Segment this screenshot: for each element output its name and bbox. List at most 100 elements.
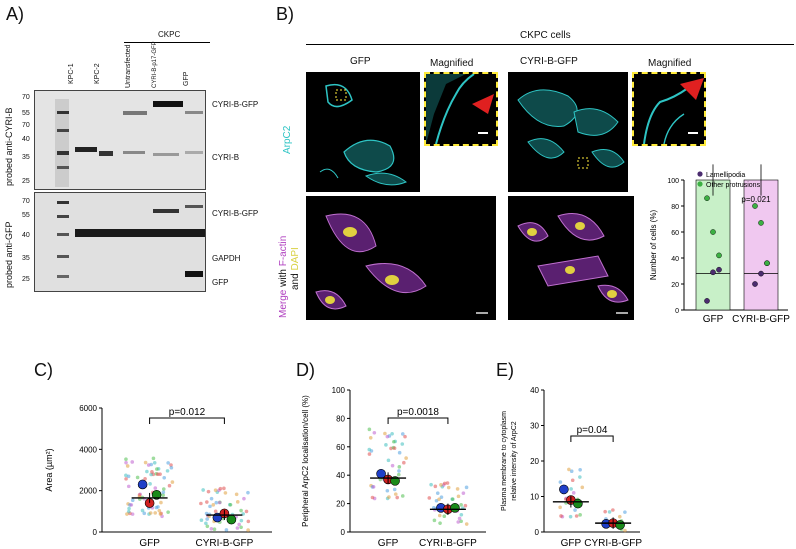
chartC-cell-point bbox=[223, 491, 228, 495]
panel-label-b: B) bbox=[276, 4, 294, 24]
chartC-cell-point bbox=[199, 518, 204, 522]
chartE-cell-point bbox=[573, 508, 577, 512]
chartC-cell-point bbox=[143, 476, 147, 481]
chartE-cell-point bbox=[567, 467, 571, 472]
chartD-cell-point bbox=[456, 494, 461, 499]
micro-gfp-merge bbox=[306, 196, 496, 320]
panel-label-a: A) bbox=[6, 4, 24, 24]
chartC-cell-point bbox=[150, 470, 154, 474]
chartC-cell-point bbox=[127, 506, 131, 511]
chartD-cell-point bbox=[437, 513, 442, 518]
chartE-ytick-label: 30 bbox=[530, 422, 539, 431]
chartE-cell-point bbox=[570, 478, 575, 483]
blot-bottom-bands bbox=[57, 201, 205, 278]
micro-col-magnified-1: Magnified bbox=[430, 58, 474, 69]
marker-bottom-40: 40 bbox=[22, 232, 30, 239]
chartD-cell-point bbox=[386, 458, 391, 463]
chartD-cell-point bbox=[464, 522, 469, 526]
chartE-cell-point bbox=[578, 467, 582, 472]
chartC-cell-point bbox=[153, 486, 158, 490]
micro-gfp-arpc2 bbox=[306, 72, 420, 192]
with-word: with bbox=[278, 269, 289, 287]
chart-b-point bbox=[710, 229, 716, 235]
marker-bottom-70: 70 bbox=[22, 198, 30, 205]
band-label-top-cyrib: CYRI-B bbox=[212, 153, 240, 162]
chartD-cell-point bbox=[463, 503, 468, 508]
chartC-cell-point bbox=[213, 488, 218, 492]
chartC-cell-point bbox=[224, 528, 229, 532]
micro-magnified-cyri-edge bbox=[643, 78, 704, 145]
chartD-cell-point bbox=[368, 436, 373, 440]
chartC-cell-point bbox=[125, 464, 130, 468]
chartE-replicate-mean bbox=[615, 520, 625, 530]
marker-top-25: 25 bbox=[22, 178, 30, 185]
chartE-cell-point bbox=[559, 514, 563, 518]
chartD-cell-point bbox=[384, 443, 388, 447]
factin-word: F-actin bbox=[278, 235, 289, 267]
chartD-ytick-label: 60 bbox=[336, 443, 345, 452]
chartD-cell-point bbox=[367, 427, 372, 432]
chartC-cell-point bbox=[239, 518, 244, 523]
chartC-cell-point bbox=[135, 475, 140, 480]
chartD-cell-point bbox=[367, 447, 372, 452]
chartD-cell-point bbox=[459, 503, 463, 507]
chart-b-point bbox=[704, 195, 710, 202]
panel-label-d: D) bbox=[296, 360, 315, 380]
chartE-cell-point bbox=[568, 514, 573, 519]
chart-b-annotation: p=0.021 bbox=[741, 195, 771, 204]
chartC-cell-point bbox=[167, 483, 172, 488]
panel-label-e: E) bbox=[496, 360, 514, 380]
chartC-cell-point bbox=[158, 512, 163, 516]
chartC-cell-point bbox=[154, 505, 159, 510]
marker-bottom-25: 25 bbox=[22, 276, 30, 283]
chartC-cell-point bbox=[130, 498, 135, 503]
chartC-cell-point bbox=[130, 460, 135, 464]
micro-cyri-merge bbox=[508, 196, 634, 320]
chartD-ytick-label: 0 bbox=[341, 528, 346, 537]
chartC-ytick-label: 2000 bbox=[79, 487, 97, 496]
chart-b-point bbox=[716, 252, 722, 259]
marker-top-40: 40 bbox=[22, 136, 30, 143]
and-word: and bbox=[290, 273, 301, 290]
chartD-cell-point bbox=[432, 518, 437, 523]
chartE-ylabel: Plasma membrane to cytoplasm bbox=[501, 411, 508, 511]
band-label-bottom-gfp: GFP bbox=[212, 278, 229, 287]
blot-top-bands bbox=[55, 99, 203, 187]
chart-b-point bbox=[716, 266, 722, 273]
chartC-cell-point bbox=[153, 511, 158, 515]
chartC-cell-point bbox=[246, 528, 250, 532]
chartC-replicate-mean bbox=[151, 490, 162, 500]
chart-d: 0 20 40 60 80 100 GFP CYRI-B-GFP p=0.0018 Periphe… bbox=[301, 386, 486, 549]
chartC-cell-point bbox=[166, 461, 170, 465]
micro-title-line bbox=[306, 44, 794, 45]
micro-row-bottom-label: Merge with F-actin bbox=[278, 236, 289, 318]
chart-b-xtick-label: CYRI-B-GFP bbox=[732, 314, 790, 325]
lane-label-4: CYRI-B-p17-GFP bbox=[152, 41, 158, 88]
chartD-cell-point bbox=[390, 431, 394, 436]
chartC-cell-point bbox=[152, 460, 157, 465]
chartD-cell-point bbox=[387, 495, 391, 499]
chartD-cell-point bbox=[397, 450, 402, 455]
chartC-cell-point bbox=[201, 488, 205, 492]
chart-c: 0 2000 4000 6000 GFP CYRI-B-GFP p=0.012 Area (µ… bbox=[44, 404, 272, 549]
chartD-cell-point bbox=[403, 434, 407, 439]
chartC-cell-point bbox=[169, 465, 174, 470]
chartC-ytick-label: 0 bbox=[93, 528, 98, 537]
chart-b-ytick-label: 60 bbox=[671, 230, 679, 237]
band-label-bottom-gapdh: GAPDH bbox=[212, 254, 241, 263]
blot-group-label: CKPC bbox=[158, 30, 181, 39]
micro-cyri-arpc2 bbox=[508, 72, 628, 192]
chartC-cell-point bbox=[205, 500, 209, 504]
chartC-cell-point bbox=[239, 525, 243, 530]
blot-bottom bbox=[34, 192, 206, 292]
chartC-cell-point bbox=[125, 512, 129, 516]
micro-title: CKPC cells bbox=[520, 30, 571, 41]
chartC-cell-point bbox=[143, 460, 148, 465]
chartE-replicate-mean bbox=[559, 484, 569, 495]
chartD-cell-point bbox=[390, 463, 395, 468]
lane-label-2: KPC-2 bbox=[94, 63, 101, 84]
chartC-ylabel: Area (µm²) bbox=[44, 448, 54, 491]
chartE-cell-point bbox=[574, 514, 579, 518]
chartE-ytick-label: 40 bbox=[530, 386, 539, 395]
chartD-cell-point bbox=[400, 494, 405, 498]
